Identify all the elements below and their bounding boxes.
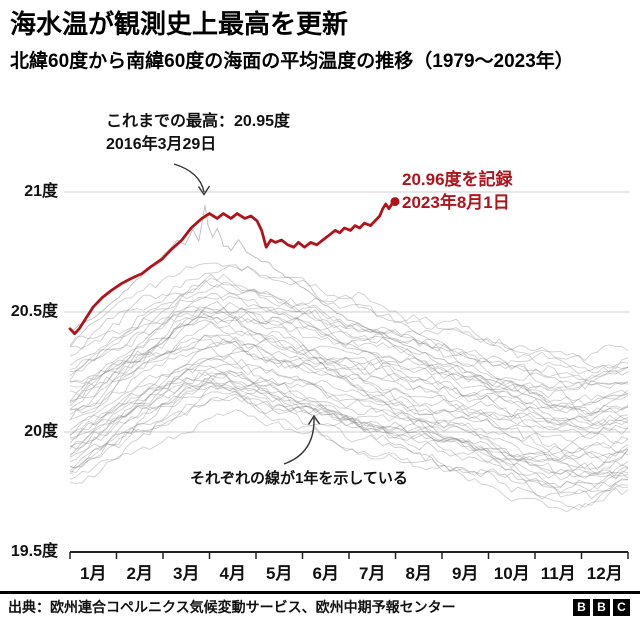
x-tick-label: 3月 — [173, 564, 200, 583]
x-tick-label: 2月 — [126, 564, 153, 583]
x-tick-label: 4月 — [219, 564, 246, 583]
bbc-logo-letter: B — [573, 598, 590, 616]
x-tick-label: 12月 — [586, 564, 623, 583]
annotation-new-record-line1: 20.96度を記録 — [402, 170, 513, 189]
annotation-new-record: 20.96度を記録 2023年8月1日 — [402, 168, 513, 214]
page-subtitle: 北緯60度から南緯60度の海面の平均温度の推移（1979～2023年） — [10, 51, 574, 72]
annotation-previous-record: これまでの最高：20.95度 2016年3月29日 — [106, 110, 290, 156]
annotation-new-record-line2: 2023年8月1日 — [402, 193, 510, 212]
bbc-logo-letter: B — [593, 598, 610, 616]
x-tick-label: 5月 — [266, 564, 293, 583]
x-tick-label: 8月 — [405, 564, 432, 583]
x-tick-label: 10月 — [493, 564, 530, 583]
y-tick-label: 20度 — [24, 423, 58, 440]
page-title: 海水温が観測史上最高を更新 — [10, 9, 349, 39]
x-tick-label: 9月 — [452, 564, 479, 583]
x-tick-label: 1月 — [80, 564, 107, 583]
y-tick-label: 20.5度 — [10, 303, 58, 320]
x-tick-label: 11月 — [540, 564, 576, 583]
bbc-logo-letter: C — [613, 598, 630, 616]
annotation-previous-record-line2: 2016年3月29日 — [106, 136, 217, 153]
annotation-previous-record-line1: これまでの最高：20.95度 — [106, 113, 291, 130]
annotation-lines-note: それぞれの線が1年を示している — [190, 470, 408, 487]
x-tick-label: 7月 — [359, 564, 386, 583]
y-tick-label: 19.5度 — [10, 543, 58, 560]
x-tick-label: 6月 — [312, 564, 339, 583]
y-tick-label: 21度 — [24, 183, 58, 200]
source-text: 出典：欧州連合コペルニクス気候変動サービス、欧州中期予報センター — [8, 599, 456, 615]
